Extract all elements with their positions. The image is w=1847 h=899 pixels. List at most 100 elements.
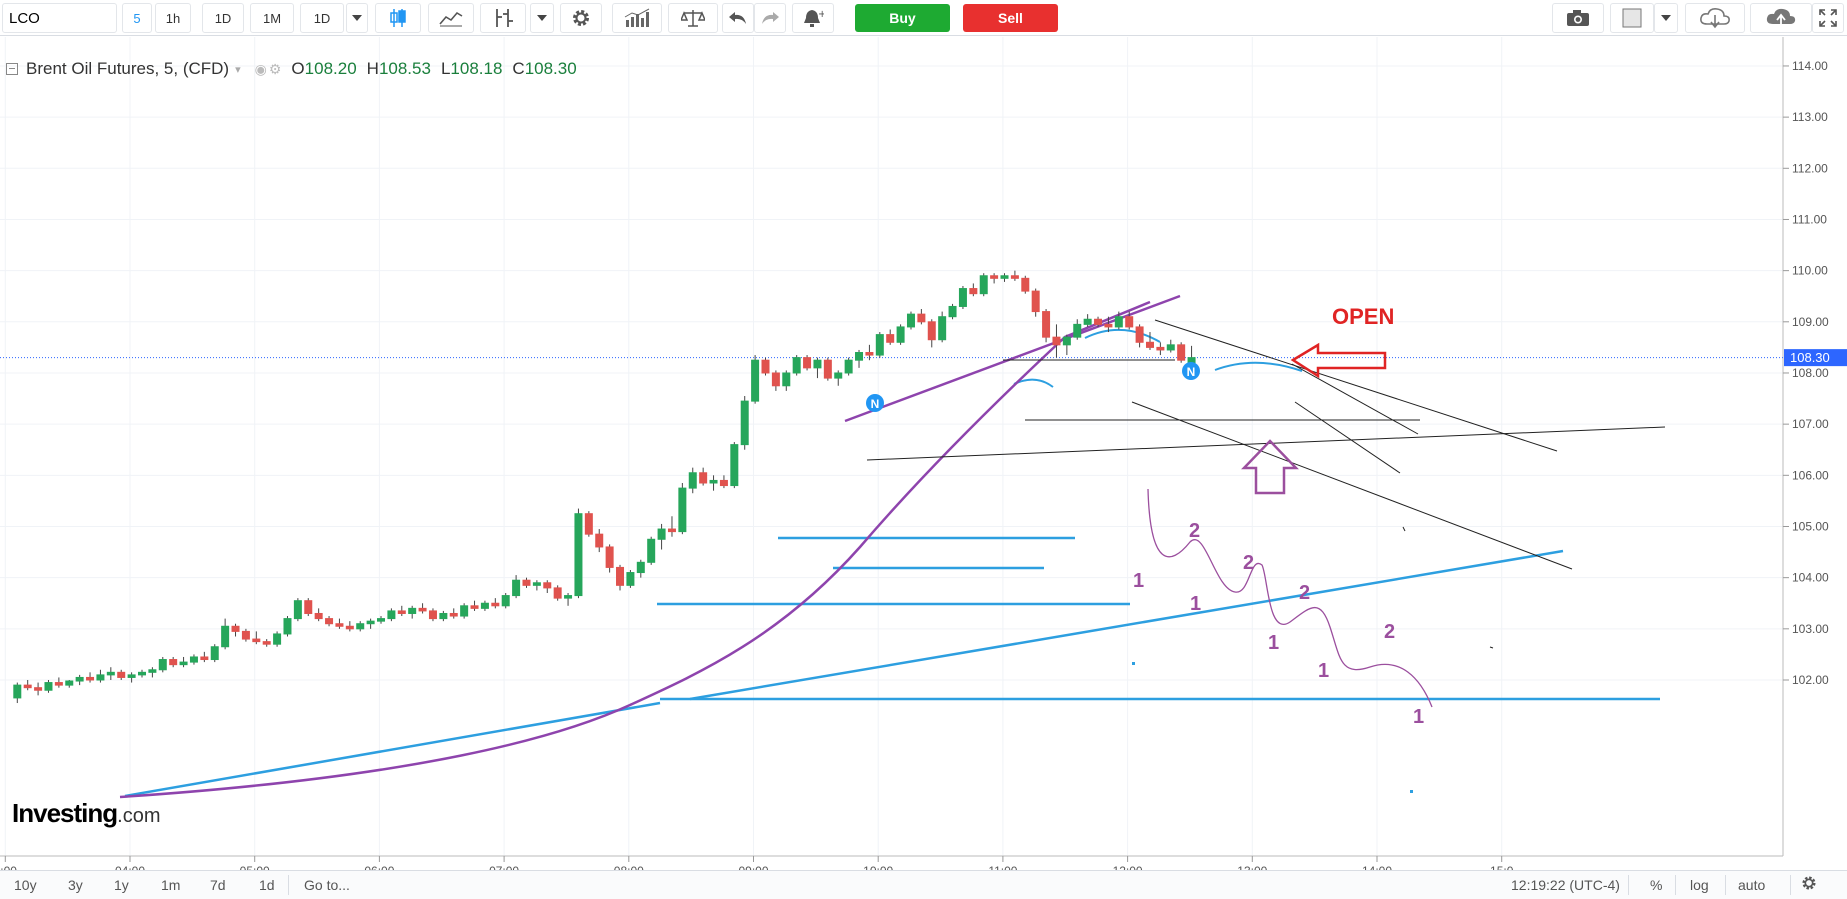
downtrend-line-2[interactable] <box>1291 363 1419 435</box>
interval-1m-button[interactable]: 1M <box>250 3 294 33</box>
candle[interactable] <box>823 357 832 381</box>
undo-button[interactable] <box>722 3 754 33</box>
candle[interactable] <box>616 564 625 591</box>
candle[interactable] <box>23 680 32 691</box>
candle[interactable] <box>65 680 74 688</box>
candle[interactable] <box>813 357 822 379</box>
candle[interactable] <box>169 656 178 668</box>
chart-style-candles-button[interactable] <box>375 3 421 33</box>
candle[interactable] <box>252 631 261 645</box>
candle[interactable] <box>1073 319 1082 340</box>
candle[interactable] <box>408 605 417 619</box>
template-dropdown-button[interactable] <box>1654 3 1678 33</box>
candle[interactable] <box>1145 332 1154 350</box>
candle[interactable] <box>512 575 521 599</box>
load-chart-button[interactable] <box>1685 3 1745 33</box>
volume-bars-button[interactable] <box>612 3 662 33</box>
candle[interactable] <box>54 677 63 688</box>
price-axis[interactable]: 102.00 103.00 104.00 105.00 106.00 107.00 108.… <box>1783 59 1829 687</box>
candle[interactable] <box>896 324 905 345</box>
candle[interactable] <box>595 529 604 553</box>
candle[interactable] <box>803 355 812 371</box>
candle[interactable] <box>491 598 500 609</box>
candle[interactable] <box>1031 288 1040 317</box>
candle[interactable] <box>356 621 365 632</box>
candle[interactable] <box>1042 309 1051 343</box>
candle[interactable] <box>418 603 427 614</box>
candle[interactable] <box>1177 342 1186 363</box>
candle[interactable] <box>532 580 541 591</box>
candle[interactable] <box>886 329 895 345</box>
candle[interactable] <box>1187 345 1196 364</box>
candle[interactable] <box>262 639 271 647</box>
time-axis[interactable]: 3:00 04:00 05:00 06:00 07:00 08:00 09:00 10:00 1… <box>0 856 1514 870</box>
candle[interactable] <box>1125 311 1134 330</box>
alert-button[interactable]: + <box>792 3 834 33</box>
candle[interactable] <box>647 536 656 565</box>
candle[interactable] <box>439 610 448 622</box>
candle[interactable] <box>543 580 552 594</box>
candle[interactable] <box>1166 339 1175 353</box>
candles[interactable] <box>13 270 1196 704</box>
collapse-icon[interactable] <box>6 63 18 75</box>
candle[interactable] <box>138 669 146 678</box>
candle[interactable] <box>304 598 313 617</box>
candle[interactable] <box>13 682 22 704</box>
candle[interactable] <box>106 667 115 680</box>
snapshot-button[interactable] <box>1552 3 1604 33</box>
candle[interactable] <box>730 442 739 489</box>
candle[interactable] <box>1094 316 1103 327</box>
candle[interactable] <box>699 467 708 486</box>
candle[interactable] <box>1083 314 1092 327</box>
candle[interactable] <box>719 475 728 489</box>
candle[interactable] <box>865 344 874 361</box>
price-chart[interactable]: 102.00 103.00 104.00 105.00 106.00 107.00 108.… <box>0 37 1847 870</box>
candle[interactable] <box>325 616 334 627</box>
interval-dropdown-button[interactable] <box>346 3 368 33</box>
candle[interactable] <box>636 559 645 578</box>
candle[interactable] <box>1135 324 1144 348</box>
candle[interactable] <box>657 523 666 550</box>
candle[interactable] <box>179 656 188 668</box>
candle[interactable] <box>844 357 853 376</box>
eye-icon[interactable]: ◉ <box>254 60 267 77</box>
candle[interactable] <box>96 669 105 683</box>
candle[interactable] <box>75 674 84 686</box>
purple-arrow-up-icon[interactable] <box>1241 439 1299 495</box>
red-arrow-left-icon[interactable] <box>1290 342 1387 379</box>
redo-button[interactable] <box>754 3 786 33</box>
settings-button[interactable] <box>560 3 602 33</box>
candle[interactable] <box>189 654 198 665</box>
range-1y-button[interactable]: 1y <box>114 877 129 893</box>
indicators-button[interactable] <box>480 3 526 33</box>
candle[interactable] <box>127 672 136 683</box>
range-1m-button[interactable]: 1m <box>161 877 181 893</box>
channel-line-upper[interactable] <box>844 294 1181 423</box>
candle[interactable] <box>200 651 209 663</box>
candle[interactable] <box>345 621 354 632</box>
candle[interactable] <box>449 608 458 619</box>
candle[interactable] <box>875 332 884 358</box>
buy-button[interactable]: Buy <box>855 4 950 32</box>
candle[interactable] <box>584 511 593 537</box>
interval-1d-button[interactable]: 1D <box>202 3 244 33</box>
log-toggle[interactable]: log <box>1690 877 1709 893</box>
trendline-blue-lower[interactable] <box>124 701 661 798</box>
range-10y-button[interactable]: 10y <box>14 877 37 893</box>
candle[interactable] <box>771 370 780 391</box>
drawings-blue[interactable] <box>124 328 1660 798</box>
candle[interactable] <box>792 355 801 376</box>
chart-style-line-button[interactable] <box>428 3 474 33</box>
percent-toggle[interactable]: % <box>1650 877 1663 893</box>
candle[interactable] <box>1021 275 1030 294</box>
gear-icon[interactable] <box>1800 874 1818 895</box>
downtrend-line-4[interactable] <box>1131 401 1573 570</box>
downtrend-line-1[interactable] <box>1154 319 1558 452</box>
news-marker[interactable]: N <box>1182 362 1200 380</box>
candle[interactable] <box>917 309 926 325</box>
candle[interactable] <box>564 593 573 606</box>
candle[interactable] <box>979 273 988 297</box>
sell-button[interactable]: Sell <box>963 4 1058 32</box>
candle[interactable] <box>990 273 999 284</box>
candle[interactable] <box>927 319 936 348</box>
